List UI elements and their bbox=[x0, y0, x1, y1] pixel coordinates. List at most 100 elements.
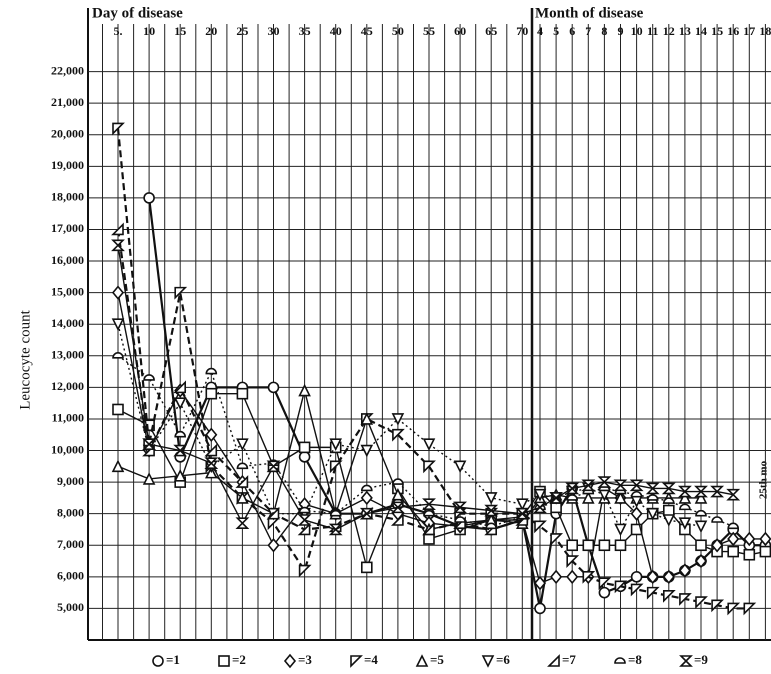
marker bbox=[173, 380, 186, 394]
marker bbox=[112, 403, 124, 416]
y-tick-label: 10,000 bbox=[51, 442, 84, 456]
series-line bbox=[117, 392, 766, 570]
x-tick-label: 4 bbox=[537, 24, 543, 38]
marker bbox=[678, 491, 692, 504]
x-tick-label: 11 bbox=[647, 24, 658, 38]
legend-item: =1 bbox=[152, 652, 180, 667]
y-tick-label: 16,000 bbox=[51, 253, 84, 267]
marker bbox=[533, 575, 547, 591]
legend-label: =1 bbox=[166, 652, 180, 667]
series-line bbox=[117, 292, 766, 585]
marker bbox=[597, 476, 612, 488]
marker bbox=[142, 438, 157, 451]
legend-item: =8 bbox=[614, 652, 642, 667]
marker bbox=[727, 545, 740, 558]
marker bbox=[298, 506, 311, 514]
marker bbox=[329, 509, 342, 517]
legend-item: =3 bbox=[283, 652, 312, 669]
marker bbox=[205, 387, 218, 400]
y-tick-label: 6,000 bbox=[57, 569, 84, 583]
marker bbox=[390, 501, 405, 514]
marker bbox=[218, 655, 230, 667]
marker bbox=[453, 460, 467, 474]
x-tick-label: 45 bbox=[361, 24, 373, 38]
marker bbox=[582, 491, 595, 504]
marker bbox=[677, 485, 692, 498]
x-tick-label: 16 bbox=[727, 24, 739, 38]
marker bbox=[516, 498, 529, 511]
x-tick-label: 60 bbox=[454, 24, 466, 38]
marker bbox=[630, 506, 643, 521]
marker bbox=[298, 441, 311, 454]
marker bbox=[582, 539, 595, 552]
marker bbox=[267, 538, 280, 553]
legend-item: =9 bbox=[679, 652, 708, 667]
y-tick-label: 8,000 bbox=[57, 505, 84, 519]
marker bbox=[534, 602, 546, 615]
marker bbox=[679, 655, 693, 667]
legend-label: =2 bbox=[232, 652, 246, 667]
x-tick-label: 55 bbox=[423, 24, 435, 38]
marker bbox=[550, 569, 563, 585]
marker bbox=[484, 492, 498, 505]
marker bbox=[743, 602, 757, 616]
marker bbox=[711, 538, 724, 553]
marker bbox=[360, 490, 373, 506]
marker bbox=[174, 286, 188, 300]
marker bbox=[646, 494, 659, 501]
y-tick-label: 21,000 bbox=[51, 95, 84, 109]
marker bbox=[726, 488, 741, 501]
marker bbox=[112, 122, 125, 136]
marker bbox=[298, 451, 311, 463]
marker bbox=[547, 654, 560, 667]
x-tick-label: 25 bbox=[236, 24, 248, 38]
marker bbox=[695, 509, 707, 517]
marker bbox=[391, 413, 405, 426]
legend-label: =6 bbox=[496, 652, 510, 667]
marker bbox=[204, 443, 218, 457]
marker bbox=[662, 514, 676, 527]
marker bbox=[662, 497, 675, 504]
series-line bbox=[116, 229, 523, 531]
marker bbox=[112, 352, 124, 359]
marker bbox=[173, 469, 187, 482]
marker bbox=[236, 438, 249, 451]
x-tick-label: 10 bbox=[143, 24, 155, 38]
marker bbox=[422, 498, 436, 511]
x-tick-label: 35 bbox=[299, 24, 311, 38]
marker bbox=[662, 504, 675, 517]
marker bbox=[614, 580, 628, 594]
marker bbox=[614, 539, 627, 552]
marker bbox=[582, 571, 596, 584]
marker bbox=[143, 192, 155, 204]
annotation: 25th mo bbox=[758, 460, 770, 499]
x-tick-label: 9 bbox=[618, 24, 624, 38]
marker bbox=[453, 501, 468, 514]
marker bbox=[743, 531, 756, 547]
series-line bbox=[117, 355, 734, 528]
x-tick-label: 7 bbox=[585, 24, 591, 38]
marker bbox=[629, 479, 644, 492]
x-tick-label: 5 bbox=[553, 24, 559, 38]
marker bbox=[566, 494, 579, 501]
y-tick-label: 5,000 bbox=[57, 600, 84, 614]
marker bbox=[679, 503, 691, 511]
marker bbox=[111, 318, 125, 331]
marker bbox=[152, 655, 164, 667]
marker bbox=[515, 507, 530, 520]
marker bbox=[759, 531, 771, 547]
marker bbox=[598, 539, 611, 552]
marker bbox=[173, 444, 188, 457]
marker bbox=[630, 583, 644, 597]
marker bbox=[360, 444, 374, 458]
marker bbox=[630, 491, 643, 498]
marker bbox=[454, 516, 466, 523]
series-line bbox=[148, 197, 766, 609]
marker bbox=[236, 462, 249, 470]
x-tick-label: 13 bbox=[679, 24, 691, 38]
x-tick-label: 6 bbox=[569, 24, 575, 38]
marker bbox=[598, 577, 612, 591]
marker bbox=[663, 589, 676, 603]
marker bbox=[350, 655, 363, 668]
